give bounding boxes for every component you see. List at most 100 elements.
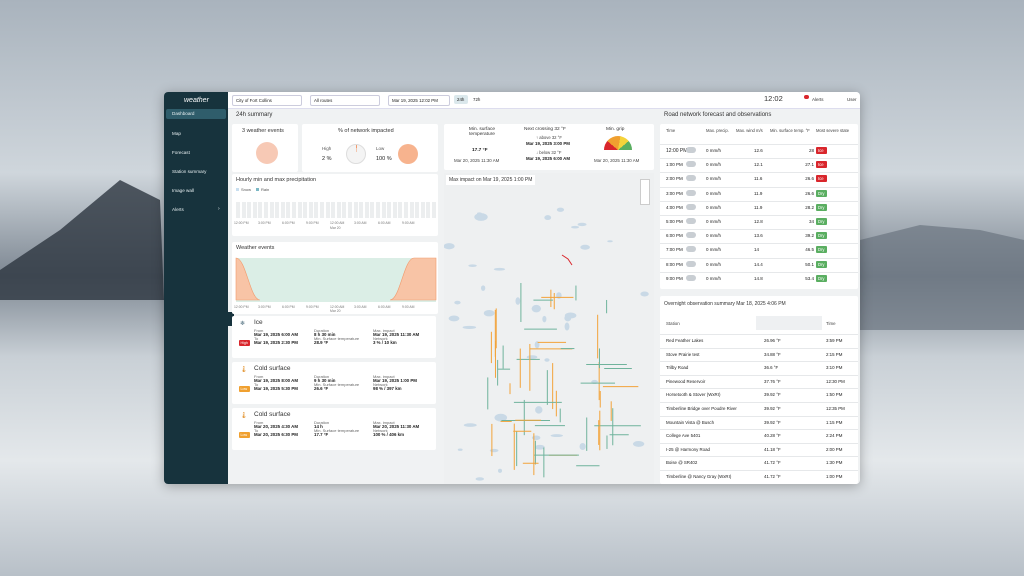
cell: 0 mm/h <box>706 148 722 153</box>
weather-icon <box>686 189 696 196</box>
select[interactable]: All routes <box>310 95 380 106</box>
app-window: weather Dashboard Map Forecast Station summa… <box>164 92 860 484</box>
nav-item[interactable]: Station summary <box>166 167 226 177</box>
forecast-table: Time Max. precip. Max. wind m/s Min. surfac… <box>660 124 858 289</box>
collapse[interactable] <box>226 312 234 326</box>
bar <box>370 202 375 218</box>
state-badge: Dry <box>816 203 827 211</box>
cell: 0 mm/h <box>706 204 722 210</box>
state-badge: Ice <box>816 161 827 169</box>
event-name: Ice <box>254 319 263 326</box>
cell: Stove Prairie test <box>666 351 700 357</box>
cell: 8:00 PM <box>666 261 683 267</box>
cell: 7:00 PM <box>666 247 683 253</box>
legend-label: Snow <box>241 187 252 192</box>
state-badge: Dry <box>816 189 827 197</box>
label: Max. impact <box>373 374 395 379</box>
value: 17.7 °F <box>472 148 488 153</box>
card-title: Hourly min and max precipitation <box>236 177 317 183</box>
select[interactable]: City of Fort Collins <box>232 95 302 106</box>
header: Min. surface temp. °F <box>770 128 810 133</box>
range-button[interactable]: 24h <box>454 95 468 104</box>
state-label: Dry <box>818 261 825 267</box>
label: From <box>254 420 264 425</box>
state-label: Ice <box>818 148 824 153</box>
user[interactable]: User <box>847 97 857 102</box>
nav-item[interactable]: Map <box>166 129 226 139</box>
cell: 1:15 PM <box>826 419 843 425</box>
bar <box>247 202 252 218</box>
bar <box>308 202 313 218</box>
cell: I-25 @ Harmony Road <box>666 446 710 452</box>
map-title-text: Max impact on Mar 19, 2025 1:00 PM <box>449 177 533 183</box>
tick: 3:00 PM <box>258 305 271 309</box>
bar <box>348 202 352 218</box>
cell: 41.18 °F <box>764 446 781 452</box>
row-line <box>660 172 858 174</box>
label: High <box>322 146 332 151</box>
state-badge: Dry <box>816 274 827 282</box>
cell: 12.8 <box>754 219 763 224</box>
legend-swatch <box>256 188 259 191</box>
cell: 2:00 PM <box>826 446 843 452</box>
state-badge: Dry <box>816 218 827 225</box>
cell: 0 mm/h <box>706 176 722 182</box>
cell: 1:30 PM <box>826 460 843 466</box>
alerts[interactable]: Alerts <box>812 97 824 102</box>
nav-label: Forecast <box>172 150 190 155</box>
header: Max. wind m/s <box>736 128 763 133</box>
row-line <box>660 470 858 471</box>
event-icon: 🌡 <box>240 367 248 373</box>
events-area <box>235 257 437 302</box>
section-title: Overnight observation summary Mar 18, 20… <box>664 301 786 307</box>
cell: 26.6 <box>805 190 814 196</box>
event-name: Cold surface <box>254 411 291 418</box>
event-name: Cold surface <box>254 365 291 372</box>
range-button[interactable]: 72h <box>470 95 484 104</box>
bar <box>426 202 431 218</box>
cell: 0 mm/h <box>706 190 722 196</box>
state-label: Dry <box>818 190 825 196</box>
cell: 37.76 °F <box>764 378 781 384</box>
section-title: 24h summary <box>236 112 273 118</box>
state-label: Dry <box>818 219 825 224</box>
bar <box>297 202 302 218</box>
row-line <box>660 186 858 188</box>
bar <box>336 202 341 218</box>
row-line <box>660 200 858 202</box>
cell: 34 <box>808 219 814 224</box>
label: Max. impact <box>373 420 395 425</box>
pie-low <box>398 144 418 164</box>
nav-item[interactable]: Alerts › <box>166 205 226 215</box>
bar <box>387 202 392 218</box>
range-label: 24h <box>457 96 465 102</box>
row-line <box>660 442 858 444</box>
event-card: 🌡 Low Cold surface From Mar 20, 2025 4:30 AM… <box>232 408 436 450</box>
event-card: ❄ High Ice From Mar 19, 2025 6:00 AM To Mar 19… <box>232 316 436 358</box>
state-badge: Ice <box>816 147 827 154</box>
row-line <box>660 456 858 458</box>
label: Low <box>376 146 385 151</box>
row-line <box>660 429 858 431</box>
card-title: Weather events <box>236 245 275 251</box>
label: Duration <box>314 328 330 333</box>
event-icon: ❄ <box>240 321 246 327</box>
row-line <box>660 361 858 363</box>
cell: 39.92 °F <box>764 419 781 425</box>
cell: 27.1 <box>805 162 814 168</box>
zoom-controls[interactable] <box>640 179 650 205</box>
map-title: Max impact on Mar 19, 2025 1:00 PM <box>446 175 536 185</box>
header: Max. precip. <box>706 128 729 133</box>
date: Mar 20, 2025 11:30 AM <box>594 158 640 163</box>
nav-item[interactable]: Forecast <box>166 148 226 158</box>
state-label: Dry <box>818 204 825 210</box>
nav-item[interactable]: Dashboard <box>166 109 226 119</box>
value: 14 h <box>314 424 323 429</box>
bar <box>404 202 408 218</box>
bar <box>280 202 285 218</box>
value: Mar 19, 2025 5:30 PM <box>254 386 298 391</box>
value: 8 h 30 min <box>314 332 336 337</box>
nav-item[interactable]: Image wall <box>166 186 226 196</box>
select[interactable]: Mar 19, 2025 12:02 PM <box>388 95 450 106</box>
cell: 9:00 PM <box>666 275 683 281</box>
